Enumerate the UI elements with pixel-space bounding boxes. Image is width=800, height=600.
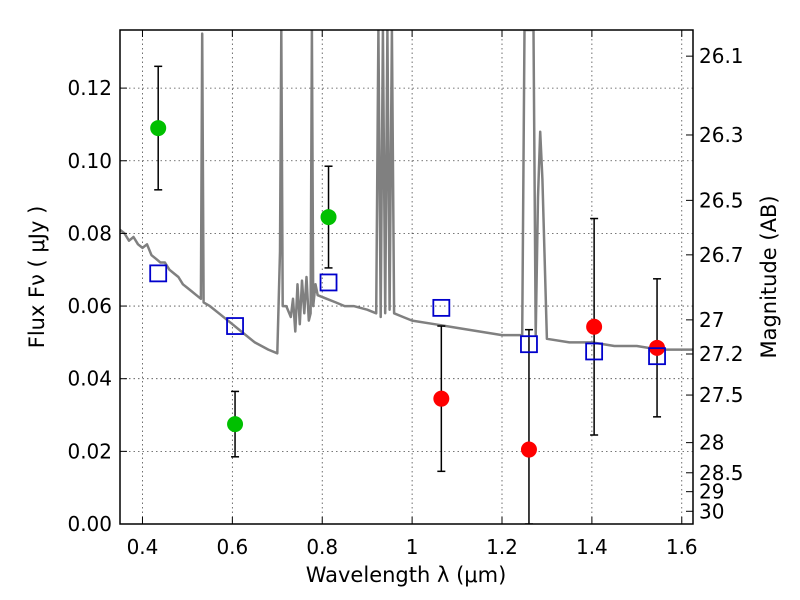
y-tick-label: 0.06 [67, 294, 112, 318]
data-point [150, 120, 167, 137]
data-markers [149, 120, 666, 458]
right-tick-label: 27.2 [699, 342, 744, 366]
right-tick-label: 29 [699, 480, 724, 504]
data-point [520, 441, 537, 458]
right-tick-label: 28 [699, 431, 724, 455]
y-tick-label: 0.04 [67, 367, 112, 391]
y-tick-label: 0.02 [67, 439, 112, 463]
data-point [586, 318, 603, 335]
x-tick-label: 0.6 [216, 535, 248, 559]
y-axis-right-title: Magnitude (AB) [757, 195, 781, 358]
y-tick-label: 0.08 [67, 221, 112, 245]
right-tick-label: 27.5 [699, 383, 744, 407]
grid [120, 30, 693, 525]
right-tick-label: 27 [699, 308, 724, 332]
model-point [585, 342, 604, 361]
plot-frame [119, 29, 694, 525]
y-axis-left: 0.00 0.02 0.04 0.06 0.08 0.10 0.12 [67, 76, 127, 536]
x-tick-label: 1.2 [486, 535, 518, 559]
x-axis-title: Wavelength λ (μm) [306, 563, 507, 587]
model-point [432, 298, 451, 317]
model-point [520, 335, 538, 354]
model-spectrum [120, 30, 693, 355]
x-tick-label: 0.4 [127, 535, 159, 559]
y-tick-label: 0.00 [67, 512, 112, 536]
y-tick-label: 0.12 [67, 76, 112, 100]
right-tick-label: 26.1 [699, 44, 744, 68]
error-bars [154, 65, 662, 524]
model-point [149, 264, 168, 283]
data-point [320, 209, 337, 226]
x-tick-label: 1.6 [666, 535, 698, 559]
right-tick-label: 30 [699, 499, 724, 523]
x-tick-label: 1 [406, 535, 419, 559]
right-tick-label: 26.5 [699, 188, 744, 212]
right-tick-label: 26.7 [699, 243, 744, 267]
right-tick-label: 28.5 [699, 461, 744, 485]
x-tick-label: 1.4 [576, 535, 608, 559]
x-tick-label: 0.8 [306, 535, 338, 559]
model-point [226, 317, 244, 335]
y-tick-label: 0.10 [67, 149, 112, 173]
y-axis-title: Flux Fν ( μJy ) [25, 206, 49, 349]
data-point [433, 390, 450, 407]
data-point [227, 416, 244, 433]
right-tick-label: 26.3 [699, 123, 744, 147]
x-axis: 0.4 0.6 0.8 1 1.2 1.4 1.6 [127, 30, 698, 559]
spectrum-line [120, 30, 693, 355]
model-point [319, 273, 338, 292]
model-point [648, 347, 666, 366]
